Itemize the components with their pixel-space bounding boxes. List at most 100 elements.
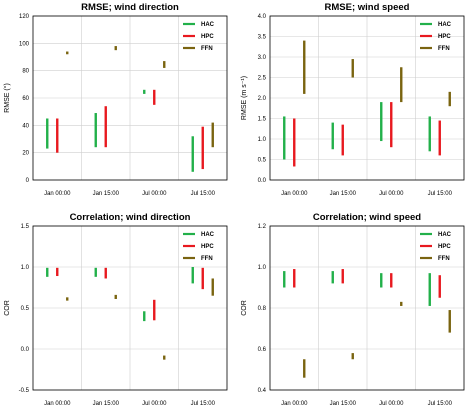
x-tick-label: Jan 15:00 [93,191,120,197]
range-bar-ffn [448,91,451,107]
chart-panel-correlation-speed: Correlation; wind speed 0.4 0.6 0.8 1.0 1.2 Ja… [237,210,474,420]
y-tick-label: 100 [19,41,30,47]
y-tick-label: 0.6 [258,347,267,353]
range-bar-hpc [153,89,156,105]
y-tick-label: 4.0 [258,14,267,20]
range-bar-ffn [400,67,403,103]
range-bar-hac [283,116,286,160]
legend-label-ffn: FFN [201,46,213,52]
y-tick-label: 0.0 [21,347,30,353]
plot-frame [32,225,228,391]
range-bar-hpc [438,275,441,298]
chart-title: RMSE; wind direction [81,2,179,13]
range-bar-ffn [303,359,306,378]
chart-correlation-speed: Correlation; wind speed 0.4 0.6 0.8 1.0 1.2 Ja… [241,212,465,407]
y-tick-label: 60 [22,96,29,102]
chart-panel-correlation-direction: Correlation; wind direction -0.5 0.0 0.5 1.0… [0,210,237,420]
chart-title: Correlation; wind direction [70,212,191,223]
range-bar-ffn [163,355,166,360]
range-bar-hpc [56,118,59,153]
range-bar-ffn [114,294,117,299]
y-tick-label: 0.0 [258,178,267,184]
range-bar-hac [143,311,146,322]
chart-title: RMSE; wind speed [325,2,410,13]
range-bar-hac [143,89,146,94]
x-tick-label: Jul 15:00 [191,191,216,197]
range-bar-hac [94,267,97,277]
y-tick-label: 2.5 [258,76,267,82]
y-tick-label: 2.0 [258,96,267,102]
range-bar-hpc [153,299,156,321]
y-axis-label: RMSE (°) [3,83,11,113]
x-tick-label: Jul 15:00 [191,401,216,407]
range-bar-hpc [201,267,204,290]
legend-label-hac: HAC [201,22,215,28]
chart-panel-rmse-speed: RMSE; wind speed 0.0 0.5 1.0 1.5 2.0 2.5 3.0 3.5… [237,0,474,210]
y-tick-label: 1.0 [258,265,267,271]
y-tick-label: 0.8 [258,306,267,312]
range-bar-ffn [351,353,354,360]
range-bar-ffn [448,310,451,333]
x-tick-label: Jul 00:00 [142,191,167,197]
x-tick-label: Jul 15:00 [428,401,453,407]
range-bar-hpc [438,120,441,156]
range-bar-hpc [293,269,296,288]
x-tick-label: Jan 15:00 [330,401,357,407]
y-axis-label: COR [241,300,248,316]
y-tick-label: 40 [22,123,29,129]
range-bar-hac [428,116,431,152]
range-bar-ffn [114,46,117,51]
range-bar-hpc [341,124,344,156]
legend-label-hpc: HPC [201,244,214,250]
y-tick-label: 1.0 [21,265,30,271]
y-tick-label: 3.5 [258,35,267,41]
y-axis-label: COR [4,300,11,316]
legend-label-hac: HAC [438,232,452,238]
range-bar-hac [46,267,49,277]
range-bar-ffn [303,40,306,94]
y-tick-label: 1.5 [258,117,267,123]
range-bar-hac [46,118,49,149]
range-bar-ffn [400,301,403,306]
chart-panel-rmse-direction: RMSE; wind direction 0 20 40 60 80 100 120 Jan 0… [0,0,237,210]
x-tick-label: Jan 00:00 [44,191,71,197]
x-tick-label: Jul 00:00 [379,191,404,197]
chart-rmse-speed: RMSE; wind speed 0.0 0.5 1.0 1.5 2.0 2.5 3.0 3.5… [241,2,465,197]
legend-label-hac: HAC [438,22,452,28]
y-tick-label: 3.0 [258,55,267,61]
range-bar-hac [428,273,431,306]
range-bar-ffn [66,297,69,301]
x-tick-label: Jan 00:00 [281,191,308,197]
range-bar-hpc [104,106,107,148]
range-bar-ffn [66,51,69,55]
range-bar-hac [283,271,286,288]
x-tick-label: Jul 00:00 [379,401,404,407]
range-bar-hac [380,102,383,142]
range-bar-hpc [341,269,344,284]
range-bar-hac [94,113,97,148]
y-tick-label: 0.5 [258,158,267,164]
y-tick-label: 80 [22,69,29,75]
y-axis-label: RMSE (m s⁻¹) [241,76,248,120]
y-tick-label: 0 [26,178,30,184]
range-bar-hac [191,267,194,284]
x-tick-label: Jul 00:00 [142,401,167,407]
x-tick-label: Jan 00:00 [281,401,308,407]
legend-label-hpc: HPC [438,34,451,40]
y-tick-label: -0.5 [19,388,30,394]
x-tick-label: Jul 15:00 [428,191,453,197]
range-bar-hac [191,136,194,172]
y-tick-label: 1.0 [258,137,267,143]
plot-frame [269,15,465,181]
x-tick-label: Jan 15:00 [330,191,357,197]
range-bar-hpc [104,267,107,279]
legend-label-ffn: FFN [438,46,450,52]
x-tick-label: Jan 00:00 [44,401,71,407]
y-tick-label: 1.5 [21,224,30,230]
range-bar-hpc [201,126,204,170]
chart-correlation-direction: Correlation; wind direction -0.5 0.0 0.5 1.0… [4,212,228,407]
plot-frame [269,225,465,391]
legend-label-hpc: HPC [201,34,214,40]
y-tick-label: 0.4 [258,388,267,394]
y-tick-label: 120 [19,14,30,20]
